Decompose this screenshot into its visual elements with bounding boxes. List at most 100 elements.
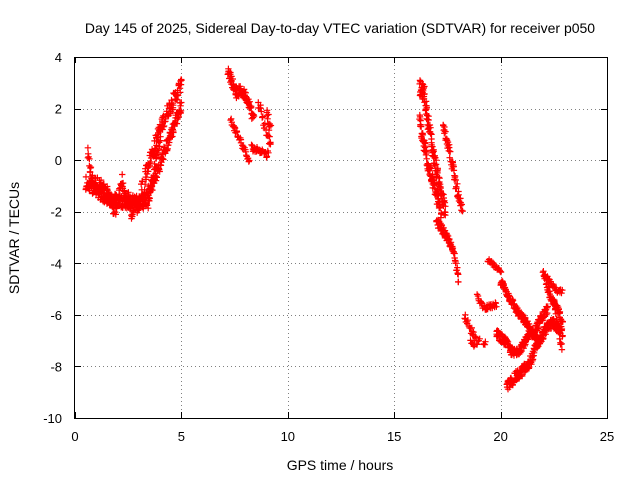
y-tick-label: -10 xyxy=(43,411,62,426)
axis-ticks xyxy=(75,57,608,419)
data-point xyxy=(121,187,128,194)
data-point xyxy=(446,148,454,155)
data-point xyxy=(142,200,149,208)
data-point xyxy=(451,173,459,180)
data-point xyxy=(558,289,565,297)
data-point xyxy=(478,299,485,306)
data-point xyxy=(266,133,273,140)
data-point xyxy=(442,203,449,210)
data-point xyxy=(242,89,249,96)
data-point xyxy=(454,180,461,187)
data-point xyxy=(156,168,163,175)
data-point xyxy=(559,318,566,325)
data-point xyxy=(436,204,444,211)
data-point xyxy=(458,207,465,214)
data-point xyxy=(147,158,154,166)
data-point xyxy=(157,137,164,144)
data-point xyxy=(425,116,432,124)
data-point xyxy=(519,372,526,380)
data-point xyxy=(416,115,423,123)
data-point xyxy=(427,165,435,172)
data-point xyxy=(417,123,424,130)
data-point xyxy=(235,93,242,100)
data-point xyxy=(152,163,159,171)
data-point xyxy=(434,190,441,197)
y-tick-label: 0 xyxy=(55,153,62,168)
data-point xyxy=(240,86,248,93)
data-point xyxy=(85,150,92,157)
data-point xyxy=(497,268,505,276)
data-point xyxy=(427,130,434,137)
data-point xyxy=(442,128,449,135)
data-point xyxy=(464,317,472,324)
data-point xyxy=(442,212,449,219)
data-point xyxy=(167,134,175,141)
data-point xyxy=(86,155,93,163)
data-point xyxy=(258,108,265,115)
data-point xyxy=(423,155,430,162)
data-point xyxy=(112,211,119,218)
data-point xyxy=(146,162,153,169)
data-point xyxy=(178,77,185,84)
data-point xyxy=(551,300,559,307)
data-point xyxy=(476,335,483,342)
data-point xyxy=(84,144,92,151)
data-point xyxy=(451,250,458,257)
y-tick-label: -6 xyxy=(50,308,62,323)
data-point xyxy=(149,179,157,186)
data-point xyxy=(555,326,562,333)
x-tick-label: 25 xyxy=(600,429,614,444)
data-point xyxy=(421,90,428,97)
data-point xyxy=(250,112,258,120)
data-point xyxy=(247,104,255,111)
data-point xyxy=(423,102,430,110)
data-point xyxy=(455,191,462,198)
data-point xyxy=(472,334,480,341)
data-points xyxy=(82,65,566,393)
data-point xyxy=(82,173,90,181)
data-point xyxy=(493,303,500,310)
data-point xyxy=(558,340,565,348)
data-point xyxy=(534,325,542,332)
data-point xyxy=(455,278,462,286)
data-point xyxy=(178,99,185,106)
data-point xyxy=(119,179,127,187)
data-point xyxy=(542,331,549,338)
data-point xyxy=(233,128,241,136)
data-point xyxy=(449,245,457,252)
data-point xyxy=(454,264,461,271)
data-point xyxy=(145,205,152,212)
data-point xyxy=(419,130,426,137)
data-point xyxy=(246,157,253,164)
data-point xyxy=(452,260,459,267)
data-point xyxy=(177,107,185,115)
data-point xyxy=(169,133,176,140)
data-point xyxy=(421,83,428,90)
data-point xyxy=(170,102,177,109)
data-point xyxy=(556,335,563,343)
y-tick-label: -8 xyxy=(50,359,62,374)
data-point xyxy=(100,187,108,194)
data-point xyxy=(558,346,566,353)
data-point xyxy=(482,338,489,345)
data-point xyxy=(423,149,430,157)
data-point xyxy=(470,328,477,336)
data-point xyxy=(446,144,453,151)
y-tick-label: 4 xyxy=(55,50,62,65)
data-point xyxy=(267,140,274,147)
data-point xyxy=(145,164,152,171)
data-point xyxy=(455,271,462,278)
data-point xyxy=(87,164,95,171)
y-axis-label: SDTVAR / TECUs xyxy=(6,182,22,294)
y-tick-label: -2 xyxy=(50,205,62,220)
data-point xyxy=(452,176,459,184)
data-point xyxy=(458,201,465,208)
data-point xyxy=(141,181,149,188)
data-point xyxy=(550,281,557,288)
data-point xyxy=(264,115,271,122)
data-point xyxy=(168,96,175,104)
data-point xyxy=(428,131,435,138)
data-point xyxy=(419,87,427,94)
data-point xyxy=(146,197,153,205)
